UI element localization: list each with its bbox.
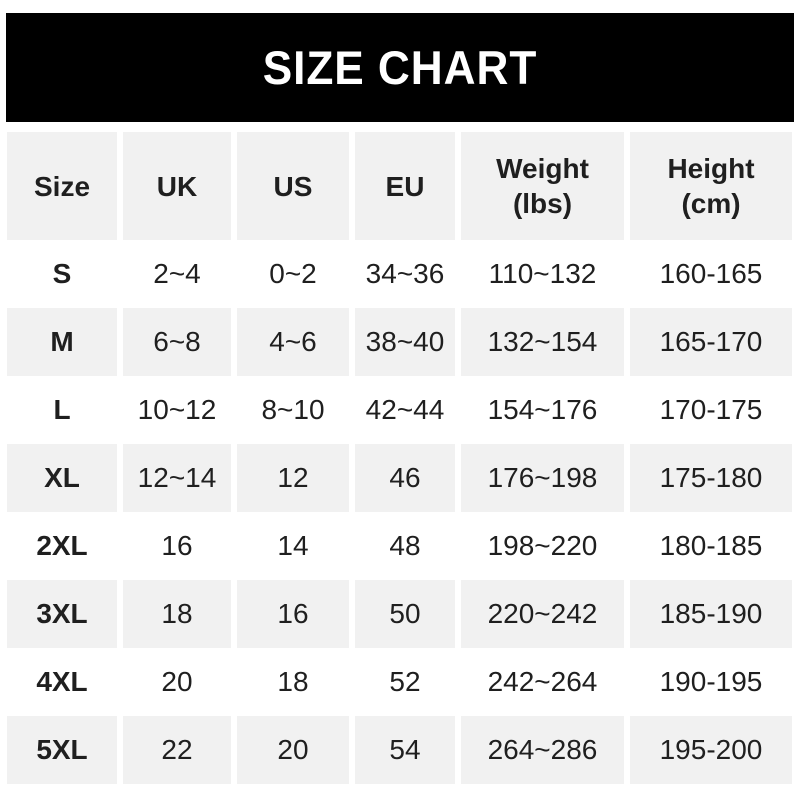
header-label: Size — [33, 170, 91, 202]
cell-height: 160-165 — [630, 240, 792, 308]
cell-us: 8~10 — [237, 376, 349, 444]
cell-size: S — [7, 240, 117, 308]
table-row: S 2~4 0~2 34~36 110~132 160-165 — [7, 240, 792, 308]
size-table: Size UK US EU Weight (lbs) — [1, 132, 798, 784]
cell-eu: 42~44 — [355, 376, 455, 444]
header-label: UK — [156, 170, 198, 202]
cell-height: 195-200 — [630, 716, 792, 784]
header-row: Size UK US EU Weight (lbs) — [7, 132, 792, 240]
cell-size: XL — [7, 444, 117, 512]
cell-size: 5XL — [7, 716, 117, 784]
header-cell-eu: EU — [355, 132, 455, 240]
header-label: Height — [667, 153, 755, 184]
cell-size: 2XL — [7, 512, 117, 580]
page-title: SIZE CHART — [262, 41, 538, 94]
cell-weight: 176~198 — [461, 444, 624, 512]
cell-height: 180-185 — [630, 512, 792, 580]
cell-us: 18 — [237, 648, 349, 716]
cell-us: 14 — [237, 512, 349, 580]
cell-uk: 2~4 — [123, 240, 231, 308]
table-row: XL 12~14 12 46 176~198 175-180 — [7, 444, 792, 512]
header-cell-height: Height (cm) — [630, 132, 792, 240]
cell-size: 3XL — [7, 580, 117, 648]
header-label: US — [273, 170, 313, 202]
cell-uk: 12~14 — [123, 444, 231, 512]
cell-eu: 46 — [355, 444, 455, 512]
title-bar: SIZE CHART — [6, 13, 794, 122]
cell-uk: 6~8 — [123, 308, 231, 376]
size-table-header: Size UK US EU Weight (lbs) — [7, 132, 792, 240]
cell-uk: 16 — [123, 512, 231, 580]
header-cell-weight: Weight (lbs) — [461, 132, 624, 240]
cell-size: 4XL — [7, 648, 117, 716]
table-row: 5XL 22 20 54 264~286 195-200 — [7, 716, 792, 784]
cell-weight: 242~264 — [461, 648, 624, 716]
cell-us: 0~2 — [237, 240, 349, 308]
cell-uk: 18 — [123, 580, 231, 648]
cell-eu: 48 — [355, 512, 455, 580]
cell-uk: 20 — [123, 648, 231, 716]
cell-height: 165-170 — [630, 308, 792, 376]
table-row: 2XL 16 14 48 198~220 180-185 — [7, 512, 792, 580]
cell-height: 170-175 — [630, 376, 792, 444]
cell-weight: 264~286 — [461, 716, 624, 784]
header-cell-us: US — [237, 132, 349, 240]
cell-size: L — [7, 376, 117, 444]
header-label-line2: (lbs) — [512, 188, 573, 219]
header-label: Weight — [496, 153, 589, 184]
cell-weight: 198~220 — [461, 512, 624, 580]
cell-eu: 34~36 — [355, 240, 455, 308]
cell-weight: 132~154 — [461, 308, 624, 376]
cell-uk: 10~12 — [123, 376, 231, 444]
cell-uk: 22 — [123, 716, 231, 784]
cell-weight: 110~132 — [461, 240, 624, 308]
cell-us: 16 — [237, 580, 349, 648]
cell-eu: 54 — [355, 716, 455, 784]
header-cell-size: Size — [7, 132, 117, 240]
table-row: M 6~8 4~6 38~40 132~154 165-170 — [7, 308, 792, 376]
size-table-body: S 2~4 0~2 34~36 110~132 160-165 M 6~8 4~6 38~40 13… — [7, 240, 792, 784]
header-label: EU — [385, 170, 425, 202]
cell-height: 190-195 — [630, 648, 792, 716]
cell-eu: 52 — [355, 648, 455, 716]
cell-eu: 38~40 — [355, 308, 455, 376]
cell-us: 4~6 — [237, 308, 349, 376]
table-row: L 10~12 8~10 42~44 154~176 170-175 — [7, 376, 792, 444]
cell-eu: 50 — [355, 580, 455, 648]
cell-weight: 220~242 — [461, 580, 624, 648]
cell-size: M — [7, 308, 117, 376]
table-row: 3XL 18 16 50 220~242 185-190 — [7, 580, 792, 648]
header-cell-uk: UK — [123, 132, 231, 240]
cell-us: 20 — [237, 716, 349, 784]
cell-height: 185-190 — [630, 580, 792, 648]
cell-weight: 154~176 — [461, 376, 624, 444]
cell-height: 175-180 — [630, 444, 792, 512]
table-row: 4XL 20 18 52 242~264 190-195 — [7, 648, 792, 716]
cell-us: 12 — [237, 444, 349, 512]
header-label-line2: (cm) — [681, 188, 741, 219]
